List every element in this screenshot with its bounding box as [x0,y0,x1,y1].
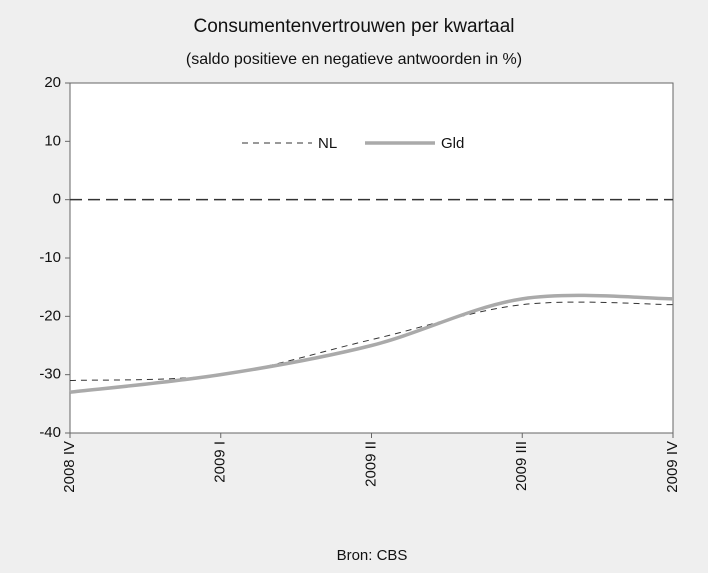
chart-title: Consumentenvertrouwen per kwartaal [193,16,514,37]
source: Bron: CBS [337,547,408,564]
line-0 [69,301,674,381]
x-tick-label: 2009 II [362,441,379,487]
x-tick-label: 2009 I [212,441,229,483]
x-tick-label: 2008 IV [61,441,78,493]
plot-area [69,82,674,434]
line-1 [69,293,674,394]
y-tick-label: 0 [53,191,61,208]
chart-subtitle: (saldo positieve en negatieve antwoorden… [186,51,522,68]
x-tick-label: 2009 III [513,441,530,491]
y-tick-label: -10 [39,249,61,266]
y-tick-label: -20 [39,307,61,324]
legend-label: NL [318,135,337,152]
y-tick-label: 20 [44,74,61,91]
y-tick-label: 10 [44,132,61,149]
y-tick-label: -30 [39,366,61,383]
x-tick-label: 2009 IV [664,441,681,493]
y-tick-label: -40 [39,424,61,441]
legend-label: Gld [441,135,464,152]
